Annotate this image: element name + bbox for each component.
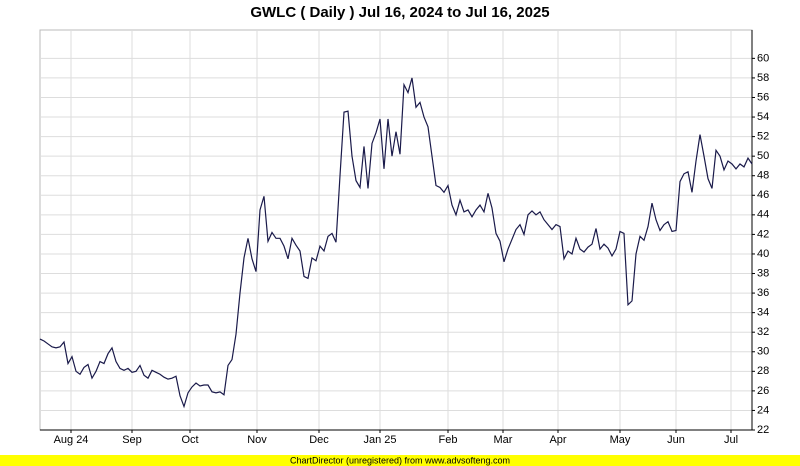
y-tick-label: 56 bbox=[757, 91, 769, 103]
x-tick-label: Sep bbox=[122, 434, 142, 446]
footer-text: ChartDirector (unregistered) from www.ad… bbox=[290, 455, 510, 465]
y-tick-label: 40 bbox=[757, 248, 769, 260]
y-tick-label: 24 bbox=[757, 404, 769, 416]
x-tick-label: Feb bbox=[439, 434, 458, 446]
x-tick-label: Apr bbox=[549, 434, 566, 446]
x-tick-label: Jun bbox=[667, 434, 685, 446]
y-tick-label: 44 bbox=[757, 209, 769, 221]
price-line bbox=[39, 77, 753, 409]
x-tick-label: Jan 25 bbox=[363, 434, 396, 446]
x-tick-label: Oct bbox=[181, 434, 198, 446]
x-tick-label: Mar bbox=[494, 434, 513, 446]
y-tick-label: 54 bbox=[757, 111, 769, 123]
y-tick-label: 22 bbox=[757, 424, 769, 436]
y-tick-label: 36 bbox=[757, 287, 769, 299]
plot-area bbox=[39, 29, 753, 431]
y-tick-label: 48 bbox=[757, 170, 769, 182]
x-tick-label: Jul bbox=[724, 434, 738, 446]
y-tick-label: 50 bbox=[757, 150, 769, 162]
y-tick-label: 26 bbox=[757, 385, 769, 397]
y-tick-label: 52 bbox=[757, 131, 769, 143]
y-tick-label: 60 bbox=[757, 52, 769, 64]
x-tick-label: May bbox=[610, 434, 631, 446]
footer-bar bbox=[0, 455, 800, 466]
y-tick-label: 32 bbox=[757, 326, 769, 338]
y-tick-label: 42 bbox=[757, 228, 769, 240]
x-tick-label: Dec bbox=[309, 434, 329, 446]
y-tick-label: 38 bbox=[757, 267, 769, 279]
chart-title: GWLC ( Daily ) Jul 16, 2024 to Jul 16, 2… bbox=[250, 4, 549, 21]
x-tick-label: Nov bbox=[247, 434, 267, 446]
y-tick-label: 28 bbox=[757, 365, 769, 377]
y-tick-label: 46 bbox=[757, 189, 769, 201]
y-tick-label: 30 bbox=[757, 346, 769, 358]
x-tick-label: Aug 24 bbox=[54, 434, 89, 446]
y-tick-label: 34 bbox=[757, 307, 769, 319]
y-tick-label: 58 bbox=[757, 72, 769, 84]
